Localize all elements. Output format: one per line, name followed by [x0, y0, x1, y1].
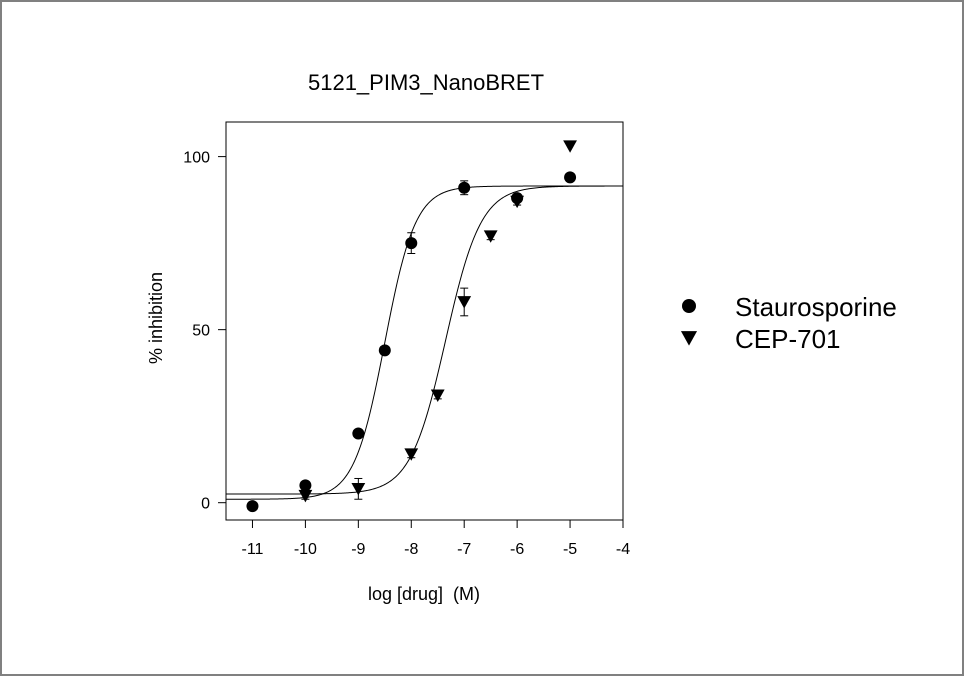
y-axis-label: % inhibition	[146, 272, 166, 364]
x-tick-label: -11	[241, 541, 263, 558]
x-tick-label: -5	[563, 541, 577, 558]
y-tick-label: 100	[183, 150, 210, 167]
x-tick-label: -8	[404, 541, 418, 558]
data-point-cep-701	[563, 140, 577, 153]
fit-curves	[226, 185, 623, 500]
x-axis-label: log [drug] (M)	[368, 584, 480, 604]
data-point-cep-701	[510, 195, 525, 209]
legend-label: Staurosporine	[735, 292, 897, 322]
x-tick-label: -9	[351, 541, 365, 558]
x-tick-label: -4	[616, 541, 630, 558]
data-point-staurosporine	[352, 427, 365, 440]
plot-area	[225, 121, 624, 521]
axes: -11 -10 -9 -8 -7 -6 -5 -4 0 50 100	[183, 150, 630, 558]
data-point-staurosporine	[564, 171, 577, 184]
data-point-staurosporine	[299, 479, 312, 492]
legend-marker-staurosporine	[682, 299, 696, 313]
legend-marker-cep-701	[680, 331, 698, 346]
data-point-staurosporine	[458, 181, 471, 194]
data-point-staurosporine	[246, 500, 259, 513]
chart-title: 5121_PIM3_NanoBRET	[308, 70, 544, 95]
data-point-cep-701	[351, 482, 366, 496]
fit-curve-staurosporine	[226, 185, 623, 500]
fit-curve-cep-701	[226, 185, 623, 495]
data-point-cep-701	[430, 389, 445, 402]
data-point-staurosporine	[405, 237, 418, 250]
x-tick-label: -7	[457, 541, 471, 558]
y-tick-label: 0	[201, 496, 210, 513]
data-point-staurosporine	[378, 344, 391, 357]
x-tick-label: -6	[510, 541, 524, 558]
legend-label: CEP-701	[735, 324, 841, 354]
data-point-cep-701	[298, 489, 313, 503]
x-tick-label: -10	[294, 541, 317, 558]
data-points	[246, 140, 577, 513]
data-point-cep-701	[483, 230, 498, 243]
data-point-cep-701	[457, 296, 472, 309]
y-tick-label: 50	[192, 323, 210, 340]
data-point-cep-701	[404, 448, 419, 461]
